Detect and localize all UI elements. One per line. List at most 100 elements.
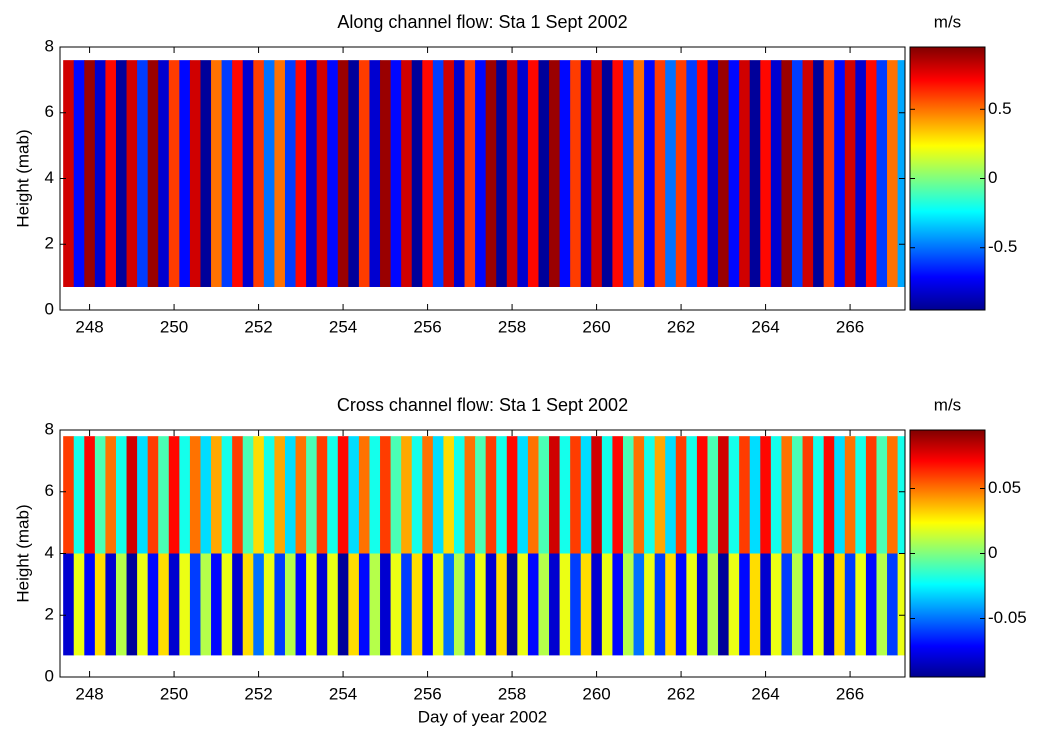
heatmap-cell <box>432 60 444 287</box>
heatmap-cell <box>137 436 149 554</box>
heatmap-cell <box>316 553 328 656</box>
heatmap-cell <box>105 60 117 287</box>
x-tick-label: 252 <box>244 317 272 336</box>
heatmap-cell <box>876 60 888 287</box>
heatmap-cell <box>770 60 782 287</box>
heatmap-cell <box>253 60 265 287</box>
x-tick-label: 250 <box>160 317 188 336</box>
heatmap-cell <box>147 60 159 287</box>
colorbar <box>909 46 986 311</box>
heatmap-cell <box>559 60 571 287</box>
x-tick-label: 266 <box>836 317 864 336</box>
heatmap-cell <box>453 553 466 656</box>
heatmap-cell <box>348 436 360 554</box>
y-tick-label: 2 <box>45 605 54 624</box>
chart-title: Along channel flow: Sta 1 Sept 2002 <box>337 12 627 32</box>
heatmap-cell <box>422 553 434 656</box>
heatmap-cell <box>601 553 613 656</box>
heatmap-cell <box>580 553 592 656</box>
heatmap-cell <box>390 553 402 656</box>
heatmap-cell <box>802 553 814 656</box>
heatmap-cell <box>464 436 476 554</box>
heatmap-cell <box>253 436 265 554</box>
heatmap-cell <box>253 553 265 656</box>
heatmap-cell <box>791 553 804 656</box>
heatmap-cell <box>380 553 392 656</box>
x-tick-label: 262 <box>667 684 695 703</box>
heatmap-cell <box>517 436 529 554</box>
heatmap-cell <box>337 553 349 656</box>
heatmap-cell <box>411 553 423 656</box>
heatmap-cell <box>126 60 138 287</box>
heatmap-cell <box>126 553 138 656</box>
heatmap-cell <box>316 60 328 287</box>
heatmap-cell <box>316 436 328 554</box>
heatmap-cell <box>527 436 539 554</box>
heatmap-cell <box>158 436 170 554</box>
heatmap-cell <box>622 436 635 554</box>
heatmap-cell <box>189 553 201 656</box>
heatmap-cell <box>274 60 286 287</box>
x-tick-label: 260 <box>582 684 610 703</box>
heatmap-cell <box>834 60 846 287</box>
x-tick-label: 264 <box>751 684 779 703</box>
y-tick-label: 0 <box>45 299 54 318</box>
heatmap-cell <box>432 553 444 656</box>
heatmap-cell <box>728 553 740 656</box>
heatmap-cell <box>865 436 877 554</box>
heatmap-cell <box>749 60 761 287</box>
heatmap-cell <box>158 60 170 287</box>
heatmap-cell <box>221 436 233 554</box>
colorbar-tick-label: -0.5 <box>988 237 1017 256</box>
heatmap-cell <box>644 60 656 287</box>
heatmap-cell <box>549 436 561 554</box>
heatmap-cell <box>211 553 223 656</box>
heatmap-cell <box>897 60 906 287</box>
heatmap-cell <box>221 60 233 287</box>
heatmap-cell <box>327 60 339 287</box>
y-tick-label: 6 <box>45 481 54 500</box>
heatmap-cell <box>760 553 772 656</box>
heatmap-cell <box>263 436 275 554</box>
heatmap-cell <box>496 553 508 656</box>
heatmap-cell <box>612 436 624 554</box>
heatmap-cell <box>211 436 223 554</box>
heatmap-cell <box>876 553 888 656</box>
heatmap-cell <box>147 553 159 656</box>
heatmap-cell <box>696 60 708 287</box>
heatmap-cell <box>168 436 180 554</box>
heatmap-cell <box>570 60 582 287</box>
y-axis-label: Height (mab) <box>13 129 32 227</box>
heatmap-cell <box>865 553 877 656</box>
heatmap-cell <box>358 553 370 656</box>
heatmap-cell <box>274 553 286 656</box>
colorbar-tick-label: 0.5 <box>988 99 1012 118</box>
heatmap-cell <box>855 60 867 287</box>
heatmap-cell <box>855 553 867 656</box>
colorbar-label: m/s <box>934 12 961 31</box>
heatmap-cell <box>517 60 529 287</box>
heatmap-cell <box>401 553 413 656</box>
heatmap-cell <box>242 60 254 287</box>
heatmap-cell <box>538 553 550 656</box>
heatmap-cell <box>897 436 906 554</box>
heatmap-cell <box>855 436 867 554</box>
heatmap-cell <box>295 60 307 287</box>
heatmap-cell <box>263 60 275 287</box>
heatmap-cell <box>94 60 106 287</box>
heatmap-cell <box>791 436 804 554</box>
heatmap-cell <box>844 553 856 656</box>
heatmap-cell <box>63 60 75 287</box>
heatmap-cell <box>633 553 645 656</box>
heatmap-cell <box>686 60 698 287</box>
colorbar-tick-label: 0.05 <box>988 478 1021 497</box>
heatmap-cell <box>73 60 85 287</box>
heatmap-cell <box>559 553 571 656</box>
heatmap-cell <box>549 553 561 656</box>
heatmap-cell <box>591 436 603 554</box>
heatmap-cell <box>147 436 159 554</box>
heatmap-cell <box>94 553 106 656</box>
y-axis-label: Height (mab) <box>13 504 32 602</box>
heatmap-cell <box>791 60 804 287</box>
heatmap-cell <box>242 553 254 656</box>
